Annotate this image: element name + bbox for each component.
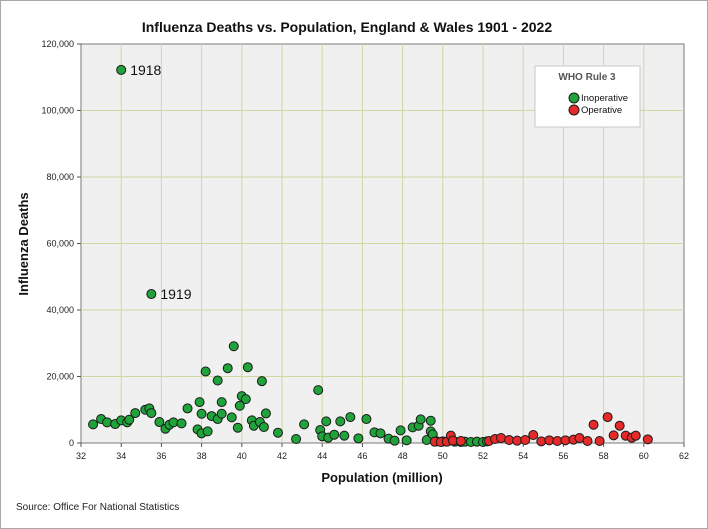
data-points	[88, 64, 653, 448]
data-point-inoperative	[299, 419, 310, 430]
data-point-inoperative	[116, 64, 127, 75]
chart-title: Influenza Deaths vs. Population, England…	[142, 19, 552, 35]
x-tick-label: 40	[237, 451, 247, 461]
legend-title: WHO Rule 3	[558, 72, 616, 83]
data-point-operative	[602, 412, 613, 423]
x-tick-label: 52	[478, 451, 488, 461]
x-axis-title: Population (million)	[321, 470, 442, 485]
annotation-label: 1918	[130, 62, 161, 78]
data-point-operative	[614, 420, 625, 431]
data-point-operative	[588, 419, 599, 430]
data-point-inoperative	[202, 426, 213, 437]
x-axis-ticks: 32 34 36 38 40 42 44 46 48 50 52 54 56 58 60 62	[76, 443, 689, 461]
data-point-inoperative	[216, 397, 227, 408]
data-point-inoperative	[339, 430, 350, 441]
data-point-inoperative	[146, 408, 157, 419]
data-point-inoperative	[345, 412, 356, 423]
y-axis-title: Influenza Deaths	[16, 192, 31, 295]
source-note: Source: Office For National Statistics	[16, 502, 179, 513]
data-point-inoperative	[258, 422, 269, 433]
data-point-operative	[582, 436, 593, 447]
data-point-inoperative	[216, 408, 227, 419]
annotations: 1918 1919	[130, 62, 192, 302]
legend-box	[534, 65, 641, 128]
x-tick-label: 60	[639, 451, 649, 461]
data-point-inoperative	[200, 366, 211, 377]
data-point-operative	[608, 430, 619, 441]
x-tick-label: 44	[317, 451, 327, 461]
data-point-inoperative	[313, 385, 324, 396]
data-point-inoperative	[182, 403, 193, 414]
data-point-inoperative	[240, 394, 251, 405]
data-point-inoperative	[353, 433, 364, 444]
data-point-inoperative	[102, 417, 113, 428]
y-axis-ticks: 0 20,000 40,000 60,000 80,000 100,000 120,000	[41, 39, 81, 448]
data-point-inoperative	[335, 416, 346, 427]
x-tick-label: 42	[277, 451, 287, 461]
annotation-label: 1919	[160, 286, 191, 302]
x-tick-label: 34	[116, 451, 126, 461]
data-point-inoperative	[375, 428, 386, 439]
data-point-inoperative	[124, 414, 135, 425]
data-point-operative	[630, 430, 641, 441]
data-point-inoperative	[154, 417, 165, 428]
data-point-inoperative	[222, 363, 233, 374]
data-point-inoperative	[130, 408, 141, 419]
data-point-inoperative	[226, 412, 237, 423]
data-point-inoperative	[194, 397, 205, 408]
y-tick-label: 80,000	[46, 172, 74, 182]
legend: WHO Rule 3 Inoperative Operative	[534, 65, 641, 128]
data-point-inoperative	[415, 414, 426, 425]
y-tick-label: 120,000	[41, 39, 74, 49]
x-tick-label: 62	[679, 451, 689, 461]
x-tick-label: 50	[438, 451, 448, 461]
data-point-inoperative	[242, 362, 253, 373]
x-tick-label: 56	[558, 451, 568, 461]
data-point-inoperative	[228, 341, 239, 352]
y-tick-label: 100,000	[41, 106, 74, 116]
data-point-inoperative	[272, 427, 283, 438]
data-point-inoperative	[401, 435, 412, 446]
data-point-operative	[594, 436, 605, 447]
data-point-inoperative	[291, 434, 302, 445]
grid-lines	[81, 44, 684, 443]
data-point-inoperative	[146, 289, 157, 300]
data-point-inoperative	[232, 422, 243, 433]
legend-label-operative: Operative	[581, 105, 622, 116]
legend-marker-inoperative	[568, 92, 580, 104]
data-point-inoperative	[260, 408, 271, 419]
data-point-inoperative	[196, 408, 207, 419]
legend-marker-operative	[568, 104, 580, 116]
x-tick-label: 58	[599, 451, 609, 461]
data-point-inoperative	[234, 400, 245, 411]
data-point-operative	[455, 436, 466, 447]
x-tick-label: 46	[357, 451, 367, 461]
data-point-inoperative	[425, 415, 436, 426]
y-tick-label: 60,000	[46, 239, 74, 249]
y-tick-label: 40,000	[46, 305, 74, 315]
x-tick-label: 38	[197, 451, 207, 461]
data-point-inoperative	[361, 414, 372, 425]
y-tick-label: 20,000	[46, 372, 74, 382]
data-point-inoperative	[329, 429, 340, 440]
data-point-inoperative	[395, 425, 406, 436]
data-point-inoperative	[321, 416, 332, 427]
data-point-inoperative	[256, 376, 267, 387]
data-point-inoperative	[88, 419, 99, 430]
x-tick-label: 32	[76, 451, 86, 461]
data-point-operative	[642, 434, 653, 445]
x-tick-label: 36	[156, 451, 166, 461]
legend-label-inoperative: Inoperative	[581, 93, 628, 104]
data-point-inoperative	[389, 435, 400, 446]
data-point-inoperative	[176, 418, 187, 429]
data-point-operative	[520, 435, 531, 446]
data-point-operative	[496, 433, 507, 444]
x-tick-label: 48	[398, 451, 408, 461]
y-tick-label: 0	[69, 438, 74, 448]
data-point-operative	[528, 430, 539, 441]
x-tick-label: 54	[518, 451, 528, 461]
data-point-inoperative	[212, 375, 223, 386]
